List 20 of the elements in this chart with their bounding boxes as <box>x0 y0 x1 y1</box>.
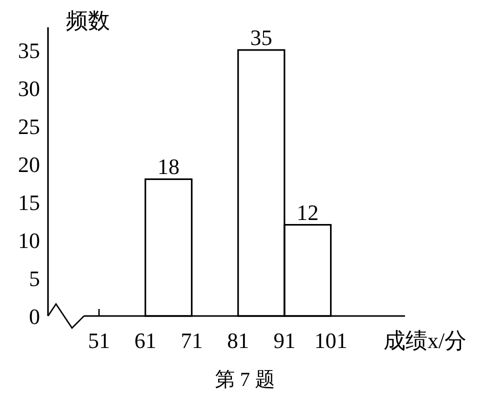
y-tick-label: 15 <box>18 190 40 215</box>
x-axis-title: 成绩x/分 <box>383 328 467 353</box>
x-tick-label: 91 <box>273 328 296 353</box>
text: 第 7 题 <box>215 369 275 391</box>
x-tick-label: 51 <box>88 328 110 353</box>
y-tick-label: 35 <box>18 38 40 63</box>
x-tick-label: 71 <box>180 328 203 353</box>
x-tick-label: 81 <box>227 328 250 353</box>
y-tick-label: 10 <box>18 228 40 253</box>
data-label: 12 <box>296 200 319 225</box>
data-label: 35 <box>250 25 272 50</box>
y-tick-label: 5 <box>29 266 40 291</box>
y-tick-label: 20 <box>18 152 40 177</box>
y-axis-title: 频数 <box>66 8 110 33</box>
data-label: 18 <box>158 154 180 180</box>
y-tick-label: 25 <box>18 114 40 139</box>
x-tick-label: 101 <box>314 328 348 353</box>
y-tick-label: 30 <box>18 76 40 101</box>
y-tick-label: 0 <box>29 304 40 329</box>
x-tick-label: 61 <box>134 328 156 353</box>
